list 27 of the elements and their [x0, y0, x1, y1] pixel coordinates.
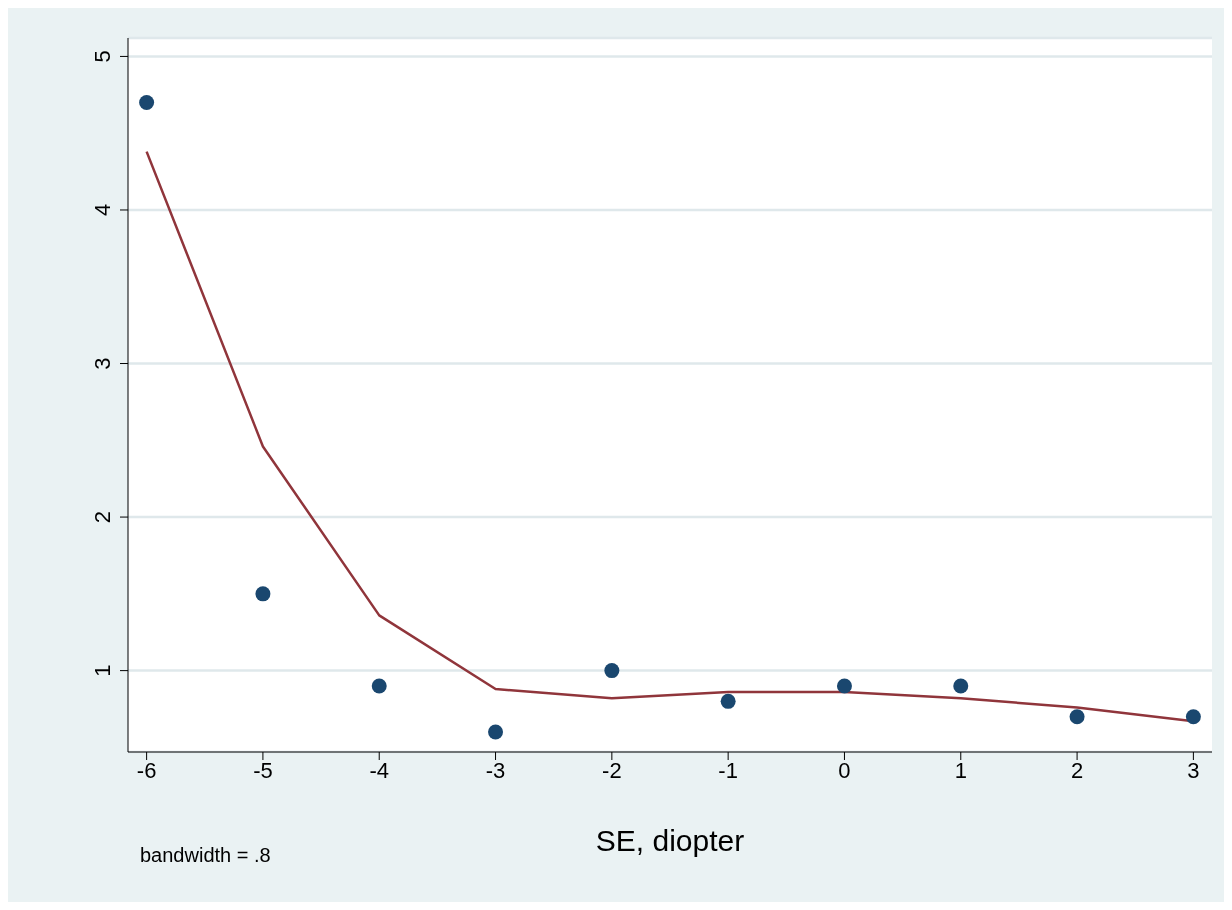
point	[836, 678, 852, 694]
point	[1185, 709, 1201, 725]
x-tick-label: -5	[253, 757, 273, 783]
point	[1069, 709, 1085, 725]
x-tick-label: 0	[838, 757, 851, 783]
point	[488, 724, 504, 740]
x-tick-label: 2	[1070, 757, 1084, 783]
point	[139, 94, 155, 110]
point	[371, 678, 387, 694]
point	[953, 678, 969, 694]
x-tick-label: -1	[718, 757, 738, 783]
y-tick-label: 2	[90, 510, 115, 524]
point	[720, 693, 736, 709]
point	[255, 586, 271, 602]
point	[604, 663, 620, 679]
y-tick-label: 5	[90, 50, 115, 63]
text: bandwidth = .8	[140, 844, 271, 867]
x-tick-label: 1	[954, 757, 967, 783]
y-tick-label: 1	[90, 664, 115, 677]
x-tick-label: -2	[602, 757, 622, 783]
y-tick-label: 3	[90, 357, 115, 370]
y-tick-label: 4	[90, 203, 115, 217]
x-tick-label: -4	[369, 757, 390, 783]
x-tick-label: -6	[136, 757, 157, 783]
x-tick-label: -3	[485, 757, 506, 783]
x-tick-label: 3	[1187, 757, 1200, 783]
x-axis-title: SE, diopter	[595, 824, 745, 858]
